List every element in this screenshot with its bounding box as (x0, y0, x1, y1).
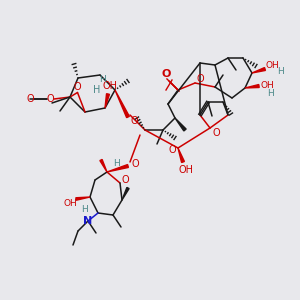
Polygon shape (115, 90, 129, 118)
Text: O: O (74, 82, 81, 92)
Text: OH: OH (260, 82, 274, 91)
Polygon shape (178, 148, 184, 163)
Text: O: O (168, 145, 176, 155)
Text: OH: OH (103, 81, 118, 91)
Text: H: H (100, 76, 106, 85)
Polygon shape (252, 68, 266, 73)
Polygon shape (100, 159, 107, 172)
Polygon shape (76, 197, 90, 200)
Polygon shape (245, 85, 259, 88)
Text: O: O (196, 74, 204, 84)
Text: OH: OH (265, 61, 279, 70)
Text: N: N (83, 216, 93, 226)
Polygon shape (175, 118, 186, 131)
Text: O: O (131, 159, 139, 169)
Text: H: H (277, 67, 284, 76)
Text: O: O (161, 69, 171, 79)
Text: H: H (268, 89, 274, 98)
Text: O: O (130, 116, 138, 126)
Text: OH: OH (178, 165, 194, 175)
Text: O: O (46, 94, 54, 104)
Text: H: H (93, 85, 101, 95)
Text: O: O (26, 94, 34, 104)
Text: O: O (121, 175, 129, 185)
Text: H: H (114, 160, 120, 169)
Text: OH: OH (63, 199, 77, 208)
Polygon shape (107, 165, 128, 172)
Text: H: H (81, 205, 87, 214)
Polygon shape (122, 188, 129, 200)
Text: O: O (212, 128, 220, 138)
Polygon shape (105, 94, 110, 108)
